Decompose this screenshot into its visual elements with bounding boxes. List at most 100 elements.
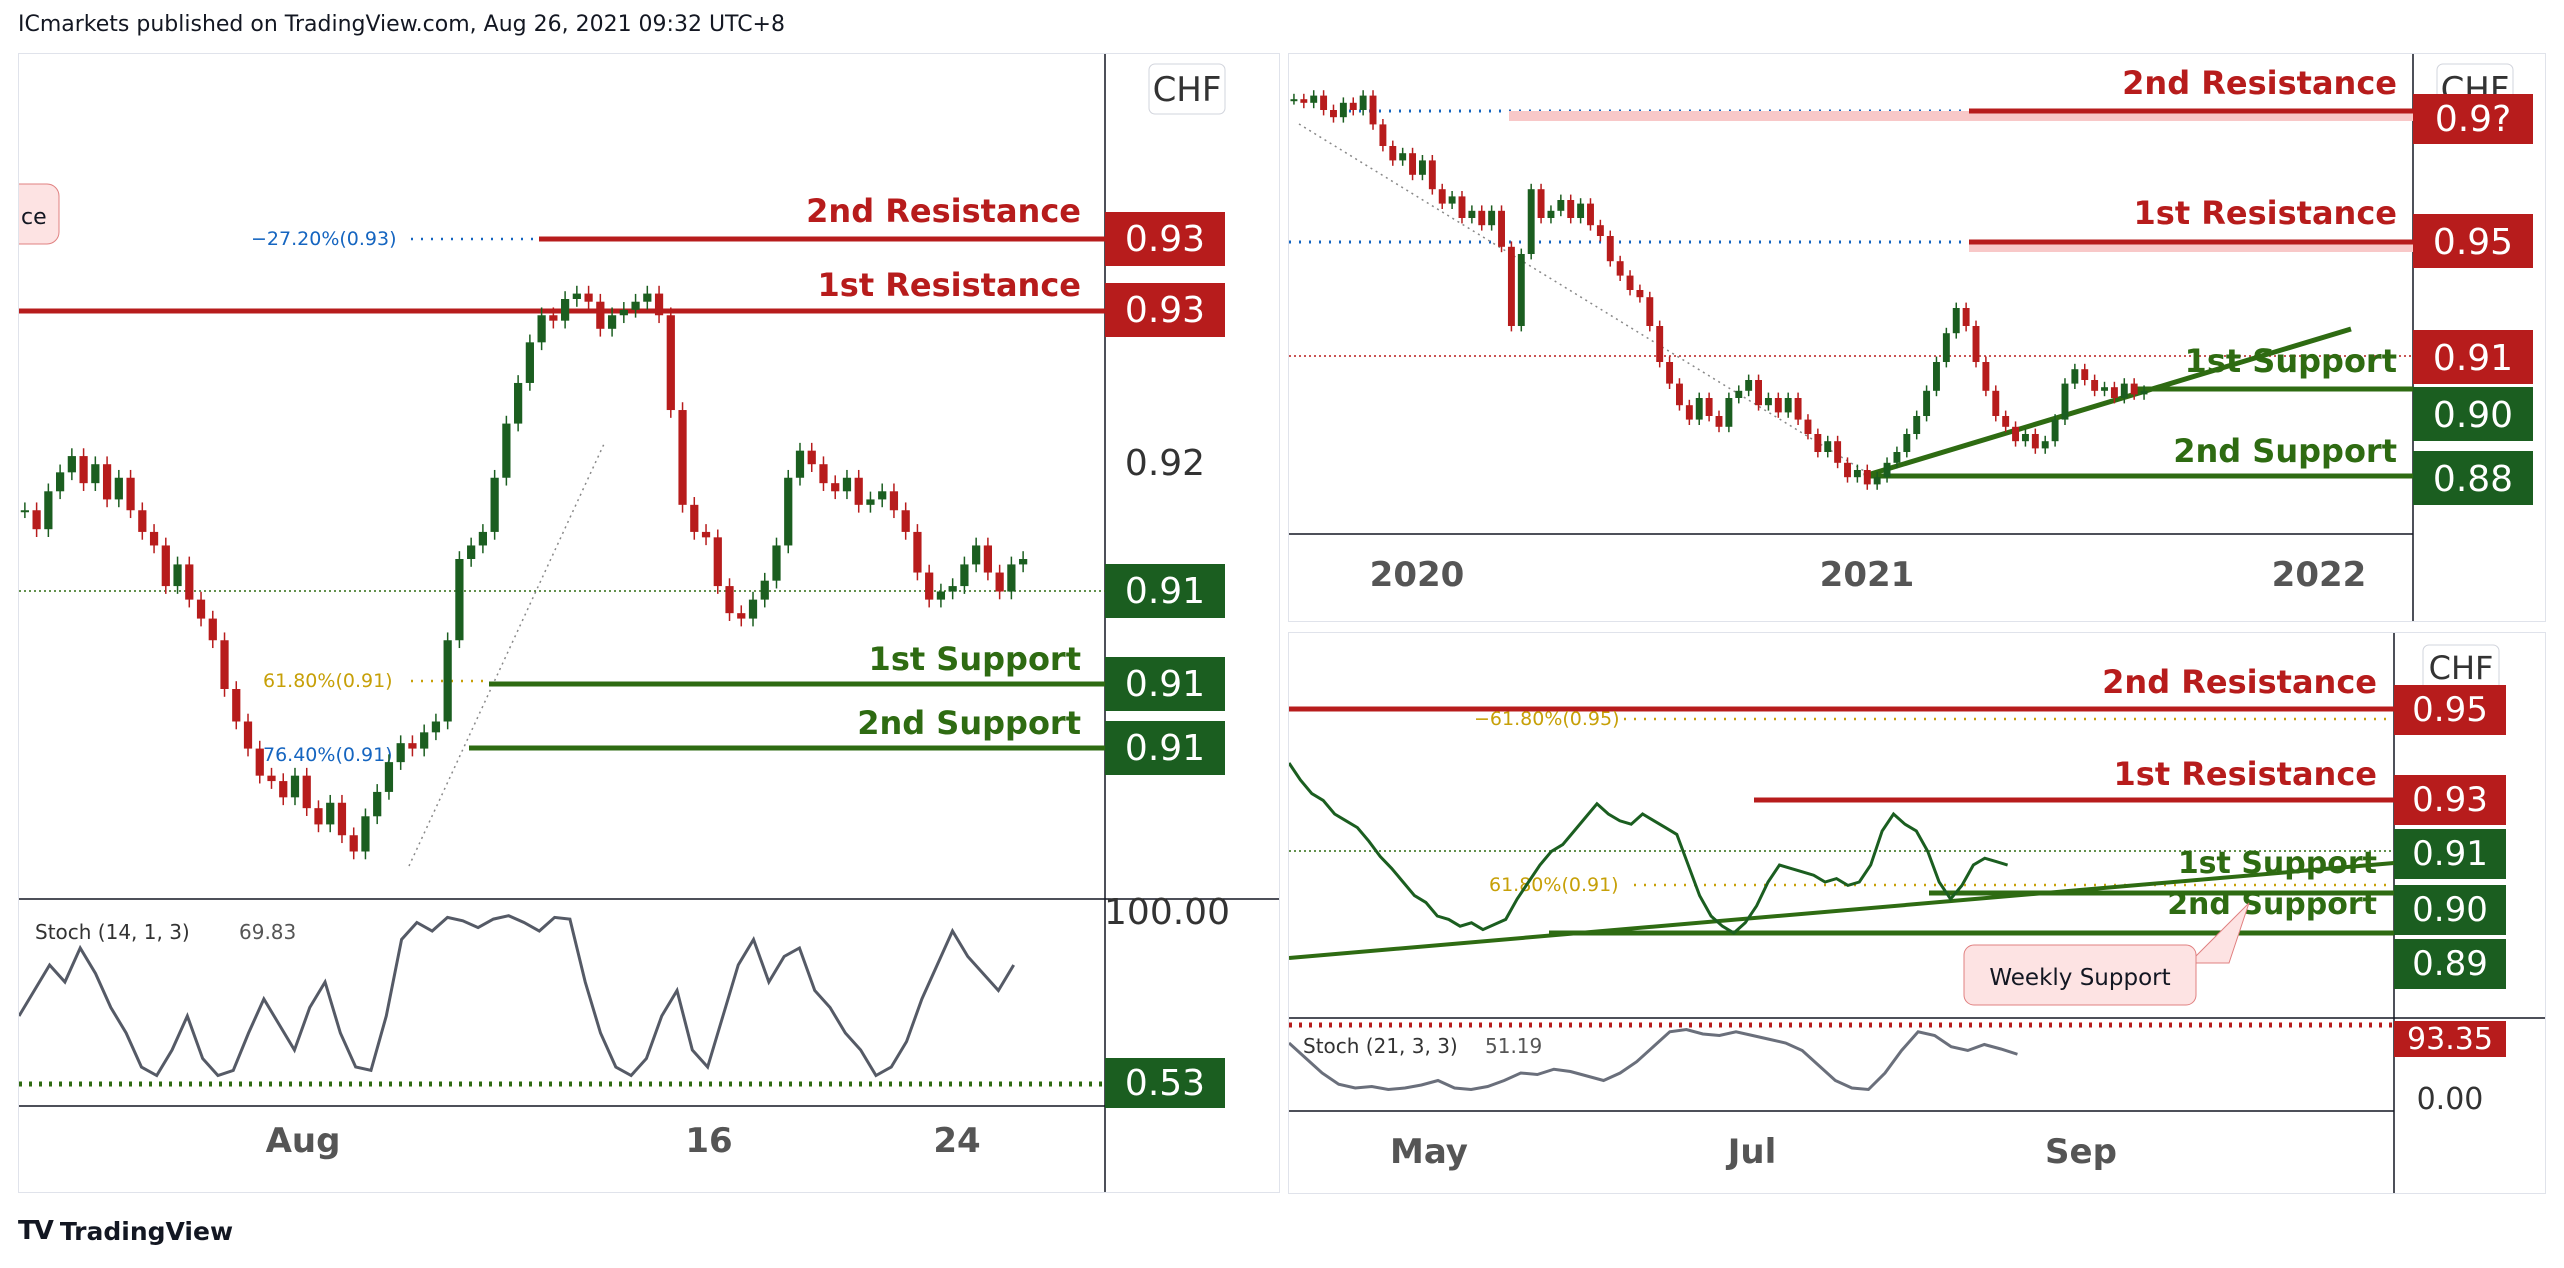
left-candle [502,423,511,478]
left-candle [889,491,899,511]
tr-candle [1933,362,1940,391]
left-candle [220,640,229,689]
tr-candle [1488,210,1496,226]
tr-downtrend-line [1298,123,1870,475]
left-chart-panel[interactable]: CHF ce −27.20%(0.93) 61.80%(0.91) 76.40%… [0,53,1280,1193]
left-stoch-axis-tag-text: 0.53 [1125,1063,1205,1104]
br-stoch-label: Stoch (21, 3, 3) [1303,1034,1458,1058]
left-callout-text: ce [21,205,47,230]
tr-candle [1626,275,1634,290]
br-callout-pointer [2187,902,2250,964]
tr-candle [1715,416,1723,427]
left-price-tag-2-text: 0.93 [1125,290,1205,331]
left-candle [549,315,558,321]
left-candle [807,450,816,465]
tr-candle [1784,398,1792,413]
tr-candle [1636,290,1644,298]
tr-candle [1409,153,1417,175]
left-price-tag-2 [1105,283,1225,337]
left-candle [431,721,441,733]
left-candle [67,456,76,473]
tr-1st-res-zone [1969,242,2413,252]
br-xtick-may: May [1390,1132,1468,1172]
left-candle [161,545,170,587]
left-price-tag-4 [1105,657,1225,711]
tr-candle [2101,387,2108,391]
left-candle [267,775,276,782]
left-price-tag-4-text: 0.91 [1125,664,1205,705]
left-fib-label-2: 61.80%(0.91) [263,670,393,692]
left-candle [149,531,159,546]
left-candle [55,472,65,492]
left-1st-support-label: 1st Support [869,640,1081,678]
left-candle [701,531,711,538]
left-currency-badge [1148,63,1226,115]
left-candle [514,382,523,424]
left-candle [831,483,840,492]
tr-candle [1320,95,1328,110]
left-candle [138,510,147,532]
tr-candle [1853,470,1861,478]
left-candle [713,537,722,587]
left-candle [279,781,288,798]
br-price-tag-1-text: 0.95 [2412,690,2488,730]
tr-price-tag-2-text: 0.95 [2433,222,2513,263]
tradingview-footer: TV TradingView [18,1216,233,1246]
br-stoch-axis-tag [2394,1021,2506,1057]
tr-candle [1587,203,1594,226]
bottom-right-chart-panel[interactable]: CHF 2nd Resistance −61.80%(0.95) 1st Res… [1287,632,2546,1194]
tr-candle [1359,95,1367,110]
br-price-tag-1 [2394,685,2506,735]
left-candle [455,559,464,641]
tr-candle [1290,99,1298,102]
tr-candle [1300,99,1308,103]
left-candle [643,293,652,302]
tr-candle [1764,398,1772,406]
tr-xtick-2020: 2020 [1370,555,1465,595]
tr-candle [1676,383,1683,406]
left-stoch-axis-tag [1105,1058,1225,1108]
tr-price-tag-4-text: 0.90 [2433,395,2513,436]
left-price-tag-3-text: 0.91 [1125,571,1205,612]
tr-candle [1537,189,1545,218]
tradingview-logo-icon: TV [18,1216,54,1246]
br-price-tag-2 [2394,775,2506,825]
tr-candle [1666,362,1674,384]
tr-candle [1330,110,1337,118]
left-candle [584,293,593,302]
br-price-tag-4 [2394,885,2506,935]
tr-price-tag-3 [2413,330,2533,384]
top-right-chart-panel[interactable]: CHF 2nd Resistance 1st Resistance 1st Su… [1288,53,2546,622]
tr-candle [1903,434,1911,452]
left-stoch-axis-top: 100.00 [1104,892,1230,933]
left-candle [725,586,734,614]
bottom-right-chart-svg[interactable]: CHF 2nd Resistance −61.80%(0.95) 1st Res… [1287,633,2545,1193]
tr-candle [1478,210,1486,226]
tr-candle [1774,398,1782,413]
tr-2nd-res-zone [1509,111,2413,121]
left-currency-label: CHF [1153,70,1222,110]
left-candle [972,545,981,565]
tr-2nd-resistance-label: 2nd Resistance [2122,64,2397,102]
left-price-tick-092: 0.92 [1125,443,1205,484]
tr-candle [1695,398,1703,420]
left-candle [654,293,664,316]
top-right-chart-svg[interactable]: CHF 2nd Resistance 1st Resistance 1st Su… [1289,54,2545,621]
tr-candle [1646,297,1654,326]
left-candle [631,301,640,310]
left-candle [525,342,534,383]
left-price-tag-1-text: 0.93 [1125,219,1205,260]
br-1st-resistance-label: 1st Resistance [2114,755,2378,793]
left-chart-svg[interactable]: CHF ce −27.20%(0.93) 61.80%(0.91) 76.40%… [0,54,1279,1192]
left-price-tag-3 [1105,564,1225,618]
left-candle [760,580,769,600]
left-xtick-16: 16 [685,1121,732,1161]
tr-xtick-2021: 2021 [1820,555,1915,595]
left-candle [537,315,546,343]
left-candle [866,499,875,505]
tr-candle [1389,146,1397,161]
left-candle [572,293,581,299]
br-price-tag-3-text: 0.91 [2412,834,2488,874]
tr-candle [1577,203,1585,218]
left-candle [290,775,300,798]
